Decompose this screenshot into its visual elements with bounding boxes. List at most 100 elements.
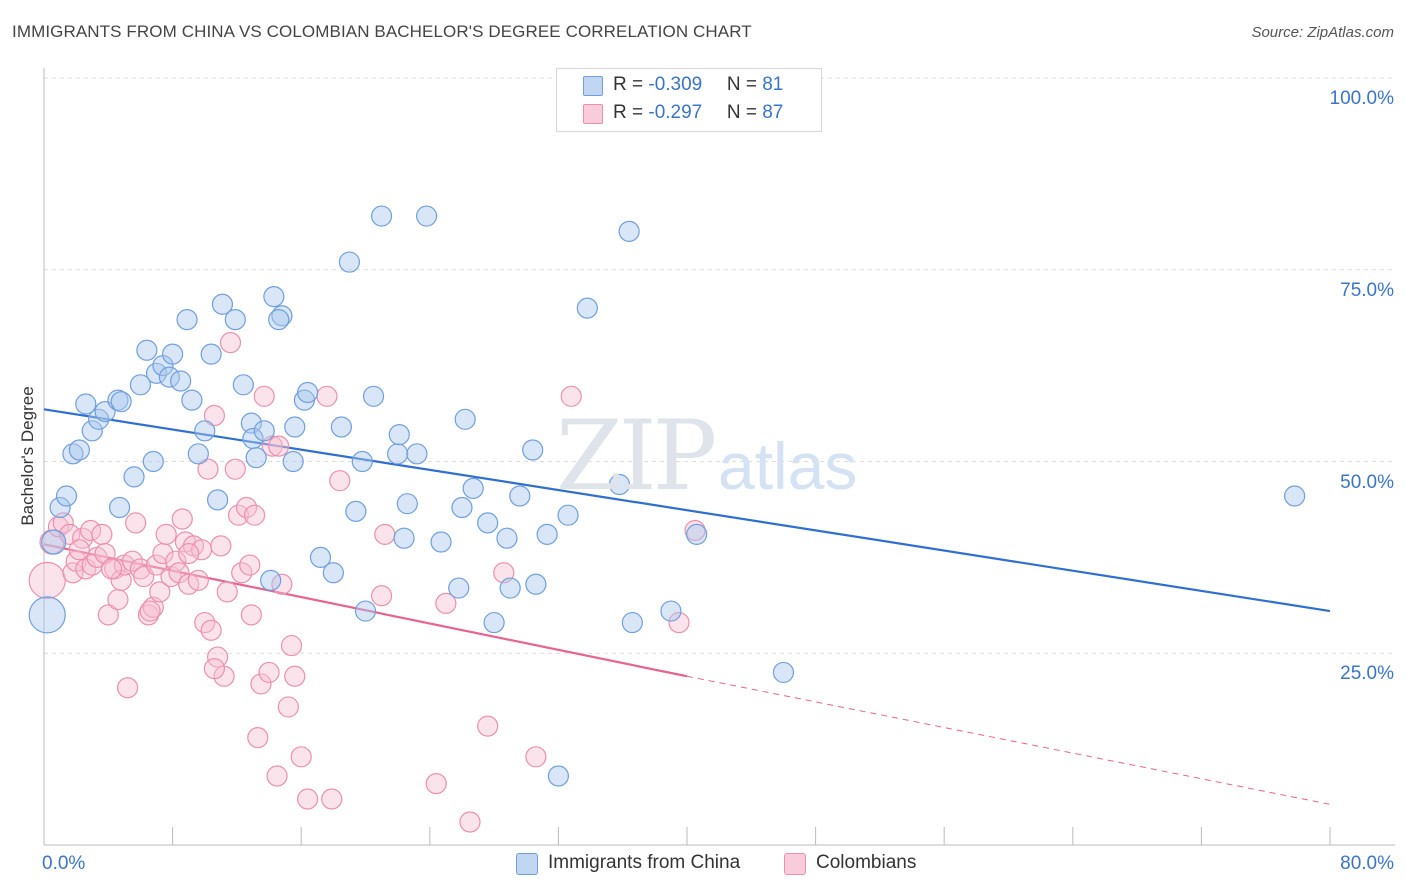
colombians-point [227, 504, 250, 526]
china-point [454, 408, 476, 430]
colombians-point [171, 508, 193, 530]
y-tick-label: 25.0% [1340, 663, 1394, 685]
y-tick-label: 75.0% [1340, 279, 1394, 301]
china-point [211, 293, 234, 315]
colombians-point [107, 588, 129, 611]
china-point [142, 450, 164, 473]
watermark-atlas: atlas [718, 429, 858, 503]
china-point [136, 339, 158, 361]
colombians-point [253, 385, 275, 407]
china-point [129, 374, 152, 396]
colombians-point [139, 600, 161, 622]
china-point [28, 596, 66, 634]
legend-r-label: R = [613, 102, 649, 123]
x-tick-label: 80.0% [1340, 853, 1394, 874]
china-point [338, 251, 361, 273]
legend-r-label: R = [613, 74, 649, 95]
colombians-point [240, 604, 262, 626]
china-point [557, 504, 579, 526]
colombians-point [321, 788, 343, 810]
china-point [451, 496, 473, 519]
y-tick-label: 50.0% [1340, 471, 1394, 493]
colombians-point [266, 765, 288, 787]
china-point [224, 309, 246, 331]
colombians-point [187, 569, 209, 591]
colombians-point [668, 611, 690, 634]
china-point [448, 577, 470, 599]
china-point [245, 447, 267, 469]
china-point [536, 523, 558, 545]
china-point [362, 385, 385, 407]
legend-n-label: N = [726, 74, 763, 95]
colombians-point [316, 385, 338, 407]
colombians-point [216, 581, 238, 603]
china-point [282, 450, 304, 473]
colombians-point [277, 696, 299, 718]
colombians-point [28, 561, 66, 599]
china-point [284, 416, 306, 438]
china-point [200, 343, 222, 365]
china-point [415, 205, 438, 227]
colombians-points [28, 332, 706, 833]
china-point [387, 443, 409, 465]
china-point [499, 577, 521, 599]
colombians-trend-line [43, 543, 688, 678]
china-point [55, 485, 78, 507]
bottom-legend: Immigrants from China Colombians [0, 852, 1406, 878]
colombians-point [374, 523, 396, 545]
colombians-point [178, 542, 200, 565]
china-point [525, 573, 547, 595]
colombians-point [425, 773, 447, 795]
colombians-point [297, 788, 319, 810]
china-point [772, 661, 795, 684]
colombians-point [224, 458, 246, 480]
china-point [232, 374, 254, 396]
colombians-point [149, 581, 171, 603]
china-point [370, 205, 393, 227]
colombians-point [210, 535, 232, 557]
china-point [75, 393, 97, 415]
china-point [547, 765, 570, 787]
colombians-point [155, 523, 177, 545]
colombians-point [235, 496, 258, 519]
china-point [330, 416, 352, 438]
china-point [297, 381, 319, 404]
colombians-point [459, 811, 481, 833]
legend-swatch-china [583, 76, 603, 96]
colombians-point [280, 634, 303, 657]
china-point [240, 412, 262, 434]
china-point [110, 391, 132, 413]
china-points [28, 205, 1306, 787]
china-point [194, 420, 216, 442]
colombians-point [247, 727, 269, 749]
china-point [162, 343, 184, 365]
bottom-legend-label-china: Immigrants from China [548, 852, 741, 873]
x-tick-label: 0.0% [42, 853, 86, 874]
legend-n-value: 81 [762, 74, 784, 95]
china-point [576, 297, 598, 319]
china-point [181, 389, 203, 411]
china-point [170, 370, 192, 392]
colombians-point [271, 573, 293, 595]
colombians-point [329, 470, 351, 492]
china-point [41, 529, 67, 555]
china-point [108, 496, 131, 519]
bottom-legend-swatch-colombians [784, 853, 806, 875]
china-point [322, 562, 344, 584]
legend-swatch-colombians [583, 104, 603, 124]
china-point [477, 512, 499, 534]
axes [43, 68, 1395, 846]
colombians-point [268, 435, 290, 457]
china-point [309, 546, 332, 568]
colombians-point [525, 746, 547, 768]
legend-r-value: -0.309 [648, 74, 703, 95]
china-point [462, 477, 484, 499]
colombians-point [91, 523, 113, 545]
watermark-zip: ZIP [556, 400, 717, 512]
bottom-legend-swatch-china [516, 853, 538, 875]
legend-n-value: 87 [762, 102, 784, 123]
china-point [49, 496, 71, 519]
china-point [62, 443, 84, 465]
china-point [430, 531, 452, 553]
china-point [406, 443, 428, 465]
